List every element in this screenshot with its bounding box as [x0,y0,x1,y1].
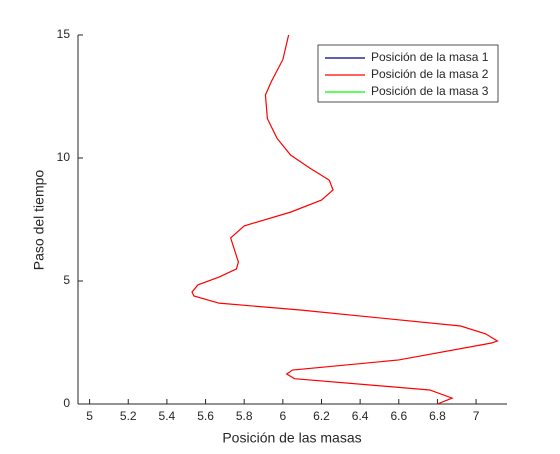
x-tick-label: 5.2 [120,409,137,423]
x-tick-label: 5.8 [236,409,253,423]
y-tick-label: 5 [63,273,70,287]
x-tick-label: 6.6 [390,409,407,423]
x-tick-label: 5.6 [197,409,214,423]
x-tick-label: 5.4 [159,409,176,423]
x-tick-label: 6 [279,409,286,423]
x-tick-label: 7 [473,409,480,423]
legend-label: Posición de la masa 3 [371,84,489,98]
x-tick-label: 6.8 [429,409,446,423]
data-line [191,34,499,405]
y-tick-label: 0 [63,396,70,410]
x-tick-label: 6.2 [313,409,330,423]
legend: Posición de la masa 1 Posición de la masa… [317,44,499,103]
y-axis-label: Paso del tiempo [31,170,47,271]
x-tick-label: 6.4 [352,409,369,423]
legend-label: Posición de la masa 1 [371,50,489,64]
x-tick-label: 5 [86,409,93,423]
legend-label: Posición de la masa 2 [371,67,489,81]
x-axis-label: Posición de las masas [222,430,361,446]
y-tick-label: 10 [57,150,71,164]
y-tick-label: 15 [57,27,71,41]
